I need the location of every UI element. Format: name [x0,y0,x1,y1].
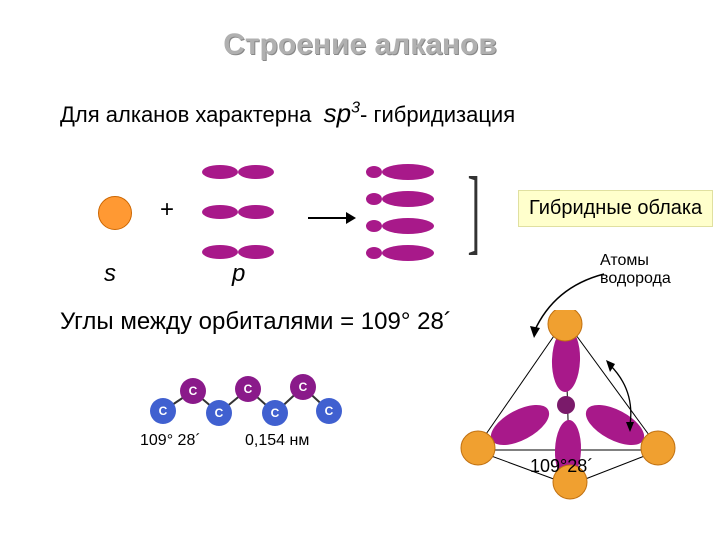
chain-atom: C [180,378,206,404]
chain-atom: C [290,374,316,400]
sp3-label: sp3 [324,98,360,128]
subtitle-prefix: Для алканов характерна [60,102,311,127]
chain-atom: C [235,376,261,402]
page-title: Строение алканов [0,0,720,62]
chain-angle-label: 109° 28´ [140,432,201,450]
arrow-icon [308,208,358,228]
subtitle: Для алканов характерна sp3- гибридизация [60,98,515,129]
chain-atom: C [316,398,342,424]
chain-atom: C [150,398,176,424]
s-orbital-icon [98,196,132,230]
tetra-angle-label: 109°28´ [530,456,593,477]
s-label: s [104,260,116,288]
angle-text: Углы между орбиталями = 109° 28´ [60,308,452,336]
bond-length-label: 0,154 нм [245,432,309,450]
bracket-icon: ] [467,155,480,265]
chain-atom: C [206,400,232,426]
hybrid-orbitals-icon [360,160,470,270]
subtitle-suffix: - гибридизация [360,102,515,127]
plus-sign: + [160,196,174,224]
chain-atom: C [262,400,288,426]
p-orbitals-icon [200,160,300,265]
p-label: p [232,260,245,288]
hybrid-label: Гибридные облака [518,190,713,227]
